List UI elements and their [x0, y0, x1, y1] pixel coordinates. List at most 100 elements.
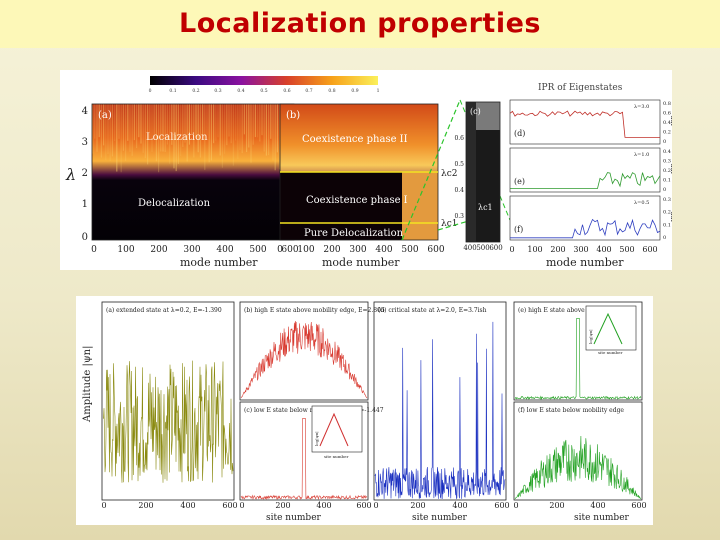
ipr-legend: λ=1.0 — [634, 152, 649, 158]
y-tick: 1 — [82, 199, 88, 210]
ipr-y-tick: 0.2 — [663, 168, 671, 174]
x-tick: 300 — [349, 245, 366, 255]
heatmap-streak — [257, 104, 259, 138]
x-tick: 0 — [373, 501, 378, 510]
panel-b-annotation: (b) high E state above mobility edge, E=… — [244, 307, 385, 314]
c-x-tick: 600 — [489, 244, 502, 252]
x-tick: 500 — [401, 245, 418, 255]
localization-label: Localization — [146, 132, 208, 143]
heatmap-streak — [268, 104, 270, 156]
colorbar-tick: 0.5 — [260, 88, 267, 94]
colorbar-tick: 0.2 — [192, 88, 199, 94]
wavefunction-trace — [514, 317, 642, 400]
heatmap-streak — [164, 104, 166, 153]
panel-c-inset-ylabel: log|ψn| — [314, 431, 319, 446]
c-x-tick: 400 — [463, 244, 476, 252]
heatmap-streak — [122, 104, 124, 151]
heatmap-streak — [243, 104, 245, 135]
y-tick: 3 — [82, 137, 88, 148]
heatmap-streak — [120, 104, 122, 173]
colorbar — [150, 76, 378, 85]
ipr-panel-tag: (d) — [514, 129, 525, 138]
amplitude-axis-label: Amplitude |ψn| — [82, 346, 93, 423]
c-y-tick: 0.3 — [454, 213, 464, 220]
heatmap-streak — [272, 104, 274, 161]
wavefunction-trace — [240, 320, 368, 399]
side-x-tick: 400 — [596, 245, 611, 254]
heatmap-streak — [182, 104, 184, 147]
wavefunction-trace — [374, 321, 506, 500]
ipr-y-label: IPR — [671, 115, 672, 126]
zoom-connector — [437, 219, 473, 231]
heatmap-streak — [116, 104, 118, 172]
heatmap-streak — [230, 104, 232, 144]
x-tick: 600 — [427, 245, 444, 255]
x-axis-label: mode number — [322, 256, 400, 269]
heatmap-streak — [92, 104, 94, 154]
x-tick: 400 — [316, 501, 331, 510]
coexistence-phase-1-label: Coexistence phase I — [306, 195, 408, 206]
panel-c-inset-trace — [319, 412, 349, 447]
colorbar-tick: 0.4 — [237, 88, 244, 94]
wavefunction-trace — [240, 418, 368, 500]
ipr-trace — [510, 172, 661, 189]
heatmap-streak — [270, 104, 272, 139]
x-tick: 0 — [277, 245, 283, 255]
heatmap-streak — [162, 104, 164, 152]
pure-delocalization-label: Pure Delocalization — [304, 228, 404, 239]
x-tick: 200 — [150, 245, 167, 255]
x-tick: 200 — [410, 501, 425, 510]
panel-c-lambda-label: λc1 — [478, 203, 493, 212]
bottom-traces — [102, 317, 642, 500]
panel-a-heatmap — [92, 104, 294, 240]
lambda-c2-label: λc2 — [441, 169, 457, 179]
x-tick: 200 — [138, 501, 153, 510]
colorbar-tick: 0.8 — [328, 88, 335, 94]
heatmap-streak — [169, 104, 171, 164]
panel-e-inset-xlabel: site number — [598, 350, 622, 355]
panel-e-inset-ylabel: log|ψn| — [588, 329, 593, 344]
ipr-y-label: IPR — [671, 163, 672, 174]
heatmap-streak — [107, 104, 109, 154]
top-figure-svg: 0 0.1 0.2 0.3 0.4 0.5 0.6 0.7 0.8 0.9 1 … — [65, 76, 702, 269]
side-panels: (d)λ=3.0IPR0.80.60.40.20(e)λ=1.0IPR0.40.… — [509, 99, 678, 241]
panel-c-inset — [311, 405, 363, 453]
x-axis-label: site number — [574, 513, 630, 523]
panel-a-frame — [101, 301, 235, 501]
colorbar-tick: 0 — [149, 88, 152, 94]
c-y-tick: 0.4 — [454, 187, 464, 194]
x-axis-label: site number — [412, 513, 468, 523]
colorbar-tick: 0.1 — [169, 88, 176, 94]
heatmap-streak — [96, 104, 98, 152]
heatmap-streak — [98, 104, 100, 138]
slide-title: Localization properties — [179, 8, 541, 39]
ipr-y-tick: 0.1 — [663, 222, 671, 228]
colorbar-tick: 0.6 — [283, 88, 290, 94]
title-band — [0, 0, 720, 48]
ipr-y-tick: 0.3 — [663, 197, 671, 203]
x-tick: 600 — [494, 501, 509, 510]
bottom-figure: Amplitude |ψn| (a) extended state at λ=0… — [76, 296, 653, 525]
colorbar-tick: 1 — [377, 88, 380, 94]
heatmap-streak — [197, 104, 199, 153]
heatmap-streak — [125, 104, 127, 161]
heatmap-streak — [151, 104, 153, 153]
panel-e-inset-trace — [593, 312, 623, 345]
heatmap-streak — [248, 104, 250, 148]
heatmap-streak — [105, 104, 107, 161]
ipr-panel-tag: (f) — [514, 225, 523, 234]
x-tick: 100 — [297, 245, 314, 255]
ipr-y-tick: 0.4 — [663, 120, 671, 126]
panel-e-annotation: (e) high E state above mobility edge — [518, 307, 628, 314]
lambda-axis-label: λ — [65, 165, 76, 184]
x-tick: 400 — [452, 501, 467, 510]
panel-c-inset-xlabel: site number — [324, 454, 348, 459]
x-tick: 400 — [590, 501, 605, 510]
heatmap-streak — [210, 104, 212, 161]
panel-c-tag: (c) — [470, 107, 481, 116]
heatmap-streak — [118, 104, 120, 139]
colorbar-tick: 0.7 — [305, 88, 312, 94]
heatmap-streak — [109, 104, 111, 161]
lambda-c1-label: λc1 — [441, 219, 457, 229]
panel-d-frame — [373, 301, 507, 501]
